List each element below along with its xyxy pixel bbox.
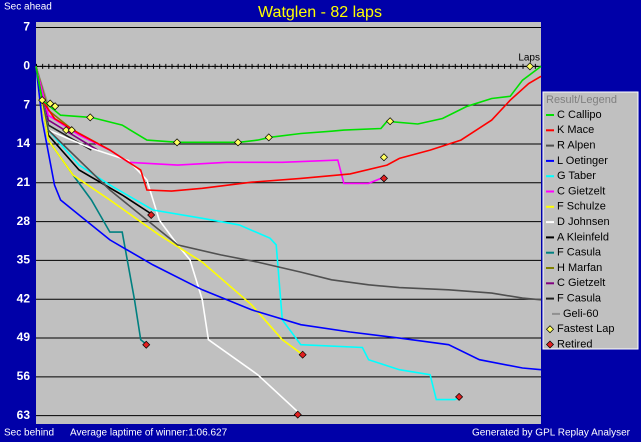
y-tick-label: 35 xyxy=(17,253,31,267)
footer-left: Average laptime of winner:1:06.627 xyxy=(70,428,228,439)
y-top-label: Sec ahead xyxy=(4,2,52,13)
fastest-lap-marker xyxy=(264,133,273,142)
y-tick-label: 63 xyxy=(17,408,31,422)
retired-marker xyxy=(298,350,307,359)
y-tick-label: 56 xyxy=(17,369,31,383)
legend-label: F Schulze xyxy=(557,201,606,213)
retired-marker xyxy=(379,174,388,183)
legend-label: R Alpen xyxy=(557,140,596,152)
fastest-lap-marker xyxy=(525,62,534,71)
y-tick-label: 7 xyxy=(23,97,30,111)
y-bottom-label: Sec behind xyxy=(4,428,54,439)
y-tick-label: 14 xyxy=(17,136,31,150)
legend-box xyxy=(542,91,639,350)
retired-marker xyxy=(147,210,156,219)
legend-title: Result/Legend xyxy=(546,94,617,106)
fastest-lap-marker xyxy=(234,138,242,147)
x-axis-label: Laps xyxy=(518,53,540,64)
series-line xyxy=(35,66,542,301)
fastest-lap-marker xyxy=(379,153,388,162)
y-tick-label: 49 xyxy=(17,330,31,344)
y-tick-label: 28 xyxy=(17,214,31,228)
legend-label: Fastest Lap xyxy=(557,323,614,335)
y-tick-label: 7 xyxy=(23,20,30,34)
y-tick-label: 42 xyxy=(17,291,31,305)
legend-label: C Gietzelt xyxy=(557,277,605,289)
legend-label: C Gietzelt xyxy=(557,185,605,197)
fastest-lap-marker xyxy=(46,99,55,108)
legend-label: Retired xyxy=(557,338,592,350)
legend-marker xyxy=(546,325,554,334)
fastest-lap-marker xyxy=(51,102,60,111)
fastest-lap-marker xyxy=(62,126,71,135)
series-line xyxy=(35,66,304,356)
series-line xyxy=(35,66,462,401)
fastest-lap-marker xyxy=(173,138,182,147)
series-line xyxy=(35,66,542,371)
legend-label: K Mace xyxy=(557,124,594,136)
legend-label: L Oetinger xyxy=(557,155,608,167)
series-line xyxy=(35,66,302,416)
series-line xyxy=(35,66,542,192)
retired-marker xyxy=(142,340,151,349)
legend-label: C Callipo xyxy=(557,109,602,121)
legend-label: A Kleinfeld xyxy=(557,231,609,243)
y-tick-label: 21 xyxy=(17,175,31,189)
series-line xyxy=(35,65,542,144)
legend-label: Geli-60 xyxy=(563,308,598,320)
legend-label: F Casula xyxy=(557,247,602,259)
fastest-lap-marker xyxy=(38,96,47,105)
plot-area xyxy=(36,22,541,424)
fastest-lap-marker xyxy=(386,117,395,126)
footer-right: Generated by GPL Replay Analyser xyxy=(472,428,631,439)
legend-marker xyxy=(546,340,554,349)
legend-label: G Taber xyxy=(557,170,596,182)
legend-label: H Marfan xyxy=(557,262,602,274)
fastest-lap-marker xyxy=(86,113,95,122)
retired-marker xyxy=(455,392,464,401)
y-tick-label: 0 xyxy=(23,59,30,73)
fastest-lap-marker xyxy=(67,126,76,135)
retired-marker xyxy=(293,410,302,419)
chart-title: Watglen - 82 laps xyxy=(258,4,382,21)
legend-label: D Johnsen xyxy=(557,216,610,228)
legend-label: F Casula xyxy=(557,293,602,305)
